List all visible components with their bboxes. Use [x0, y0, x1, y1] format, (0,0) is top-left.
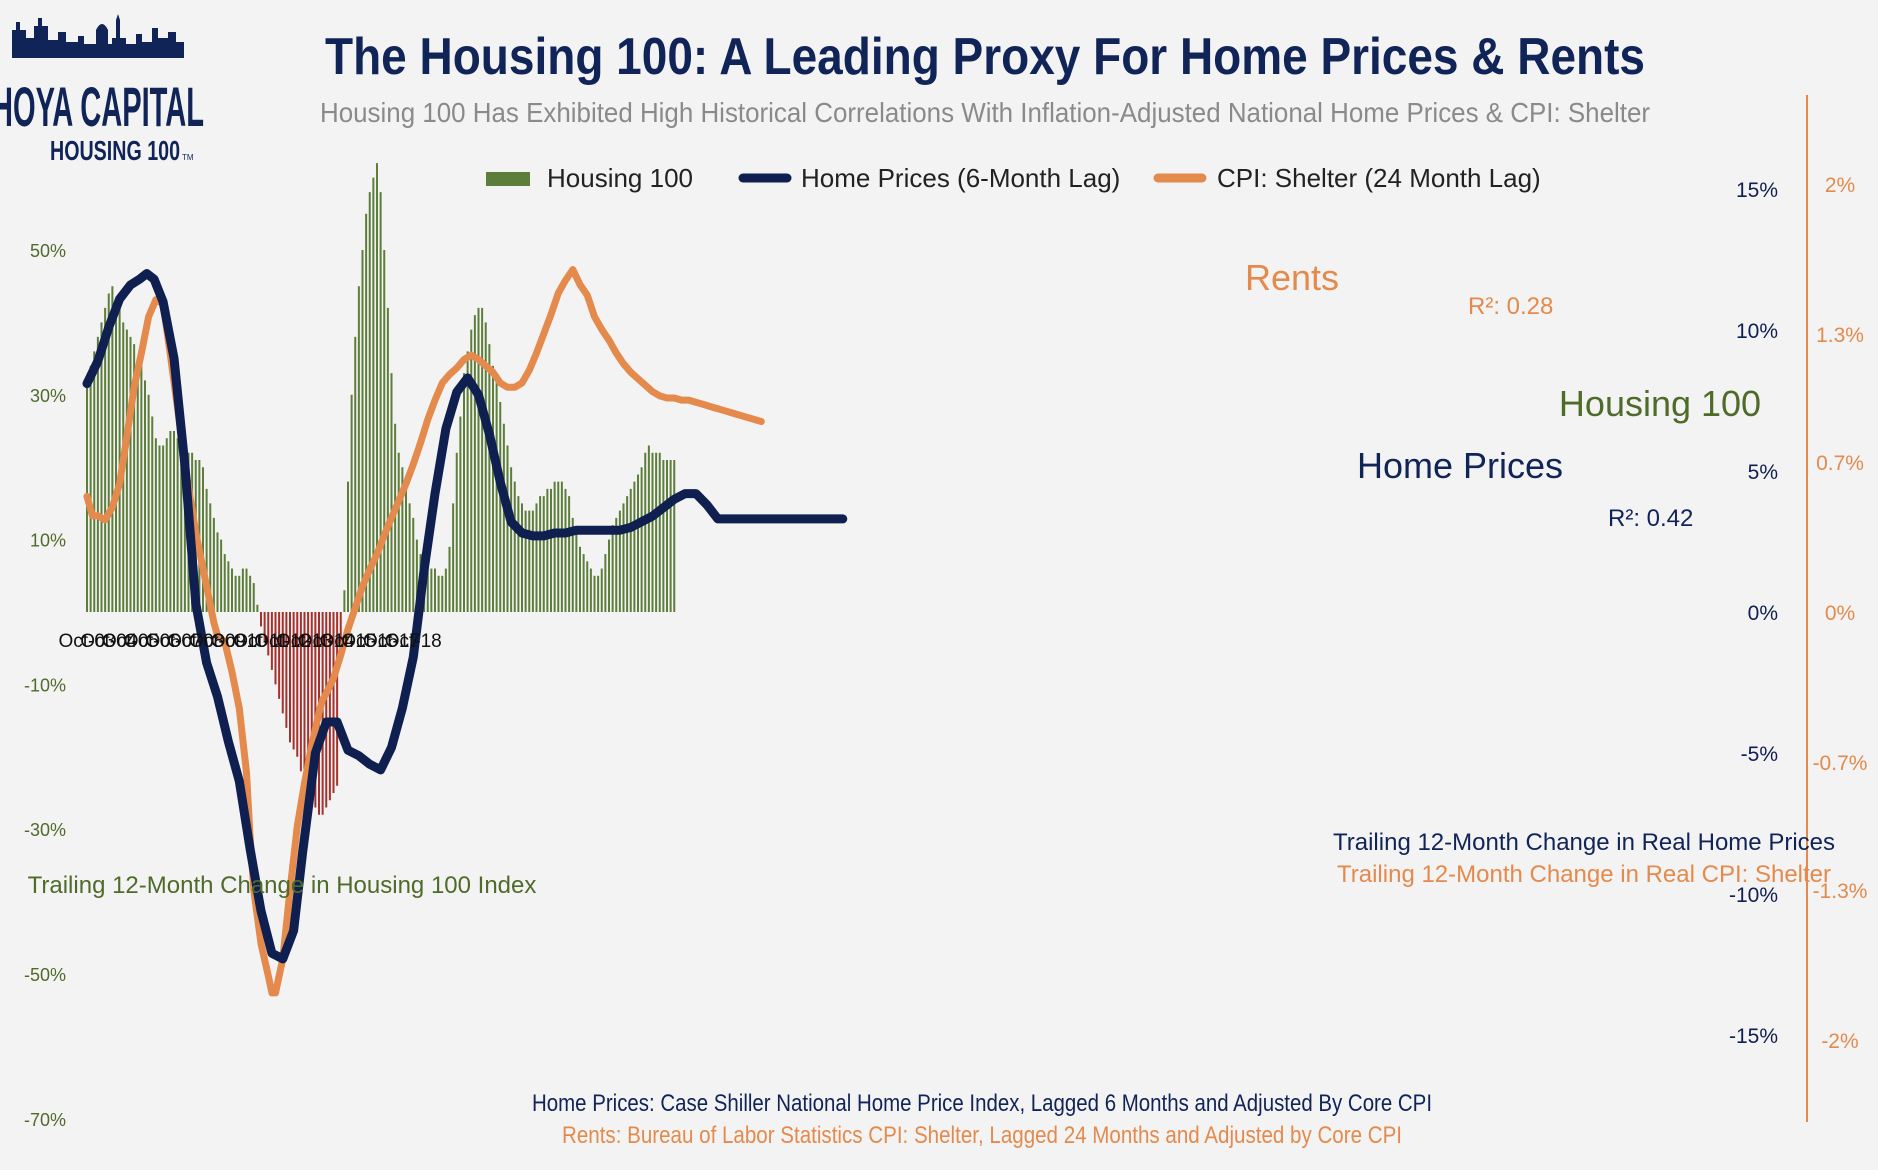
chart-title: The Housing 100: A Leading Proxy For Hom… [325, 28, 1645, 86]
cpi-shelter-line [83, 266, 765, 997]
left-axis-note: Trailing 12-Month Change in Housing 100 … [28, 872, 537, 899]
cpi-tick-label: 1.3% [1816, 324, 1864, 347]
skyline-base [12, 54, 184, 58]
home-r2-annotation: R²: 0.42 [1608, 505, 1693, 532]
left-tick-label: -30% [24, 820, 66, 840]
cpi-tick-label: 0.7% [1816, 452, 1864, 475]
left-tick-label: -70% [24, 1110, 66, 1130]
x-axis-ticks: Oct-03Oct-04Oct-05Oct-06Oct-07Oct-08Oct-… [58, 631, 441, 652]
rents-annotation: Rents [1245, 257, 1339, 298]
left-axis-ticks: 50% 30% 10% -10% -30% -50% -70% [24, 241, 66, 1130]
legend-home-label: Home Prices (6-Month Lag) [801, 163, 1120, 193]
x-tick-label: Oct-03 [58, 631, 115, 652]
home-tick-label: 0% [1748, 602, 1778, 625]
source-rents: Rents: Bureau of Labor Statistics CPI: S… [562, 1122, 1402, 1149]
x-tick-label: Oct-10 [211, 631, 268, 652]
home-prices-line [82, 269, 848, 964]
legend: Housing 100 Home Prices (6-Month Lag) CP… [486, 163, 1541, 193]
home-tick-label: -15% [1729, 1025, 1778, 1048]
skyline-icon [12, 14, 184, 56]
logo: HOYA CAPITAL HOUSING 100 TM [0, 14, 204, 166]
cpi-tick-label: -2% [1821, 1030, 1858, 1053]
cpi-tick-label: 2% [1825, 174, 1855, 197]
x-tick-label: Oct-12 [254, 631, 311, 652]
x-tick-label: Oct-15 [319, 631, 376, 652]
left-tick-label: 10% [30, 531, 66, 551]
chart-subtitle: Housing 100 Has Exhibited High Historica… [320, 97, 1650, 128]
series-lines [82, 266, 848, 997]
x-tick-label: Oct-04 [80, 631, 137, 652]
x-tick-label: Oct-08 [167, 631, 224, 652]
cpi-tick-label: -0.7% [1813, 752, 1868, 775]
x-tick-label: Oct-13 [276, 631, 333, 652]
logo-sub: HOUSING 100 [50, 135, 180, 166]
x-tick-label: Oct-06 [124, 631, 181, 652]
cpi-axis-ticks: 2% 1.3% 0.7% 0% -0.7% -1.3% -2% [1813, 174, 1868, 1053]
cpi-tick-label: -1.3% [1813, 880, 1868, 903]
home-axis-ticks: 15% 10% 5% 0% -5% -10% -15% [1729, 179, 1778, 1048]
cpi-tick-label: 0% [1825, 602, 1855, 625]
right-home-axis-note: Trailing 12-Month Change in Real Home Pr… [1333, 829, 1835, 856]
legend-cpi-label: CPI: Shelter (24 Month Lag) [1217, 163, 1541, 193]
home-prices-annotation: Home Prices [1357, 445, 1563, 486]
right-cpi-axis-note: Trailing 12-Month Change in Real CPI: Sh… [1337, 861, 1831, 888]
source-home: Home Prices: Case Shiller National Home … [532, 1090, 1432, 1117]
x-tick-label: Oct-18 [385, 631, 442, 652]
x-tick-label: Oct-17 [363, 631, 420, 652]
housing-100-bars [86, 163, 676, 815]
rents-r2-annotation: R²: 0.28 [1468, 293, 1553, 320]
home-tick-label: 15% [1736, 179, 1778, 202]
logo-name: HOYA CAPITAL [0, 75, 204, 138]
left-tick-label: 30% [30, 386, 66, 406]
x-tick-label: Oct-14 [298, 631, 355, 652]
x-tick-label: Oct-05 [102, 631, 159, 652]
x-tick-label: Oct-07 [145, 631, 202, 652]
left-tick-label: -50% [24, 965, 66, 985]
left-tick-label: -10% [24, 675, 66, 695]
x-tick-label: Oct-11 [233, 631, 289, 652]
home-tick-label: -5% [1741, 743, 1778, 766]
legend-housing-label: Housing 100 [547, 163, 693, 193]
left-tick-label: 50% [30, 241, 66, 261]
legend-housing-swatch [486, 172, 530, 186]
home-tick-label: 5% [1748, 461, 1778, 484]
x-tick-label: Oct-09 [189, 631, 246, 652]
x-tick-label: Oct-16 [341, 631, 398, 652]
home-tick-label: -10% [1729, 884, 1778, 907]
logo-tm: TM [182, 153, 194, 162]
home-tick-label: 10% [1736, 320, 1778, 343]
housing100-annotation: Housing 100 [1559, 383, 1761, 424]
